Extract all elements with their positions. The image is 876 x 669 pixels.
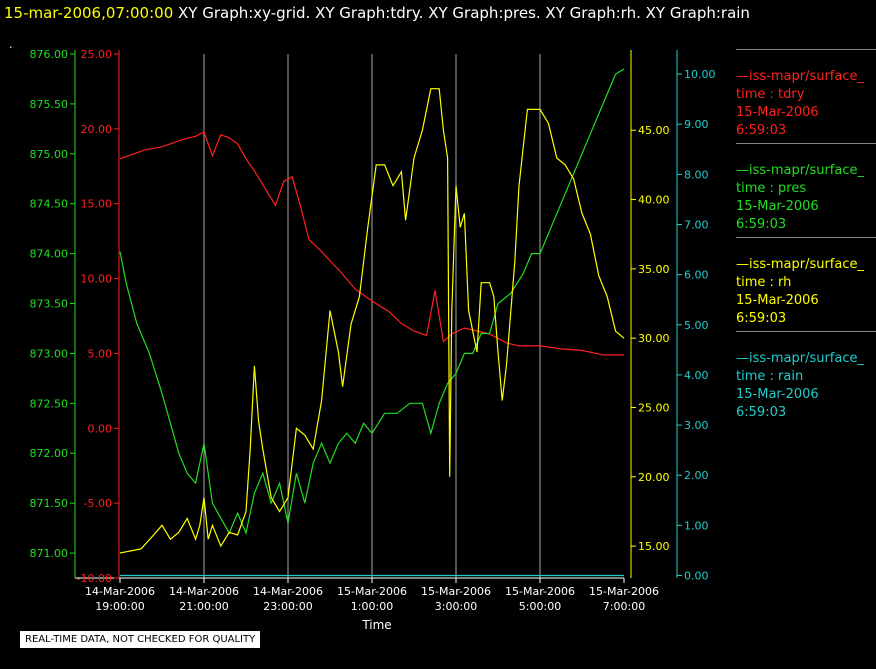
legend: —iss-mapr/surface_ time : tdry 15-Mar-2006… [736, 48, 876, 424]
legend-text: —iss-mapr/surface_ [736, 69, 865, 84]
legend-separator [736, 49, 876, 68]
x-tick-date: 15-Mar-2006 [421, 585, 491, 598]
series-pres [119, 68, 625, 536]
pres-tick-label: 875.50 [30, 98, 69, 111]
tdry-tick-label: 0.00 [88, 422, 113, 435]
x-tick-time: 21:00:00 [179, 600, 228, 613]
rh-tick-label: 45.00 [638, 124, 670, 137]
legend-entry: —iss-mapr/surface_time : rain 15-Mar-2006… [736, 330, 876, 422]
x-tick-time: 5:00:00 [519, 600, 561, 613]
rh-tick-label: 30.00 [638, 332, 670, 345]
x-tick-date: 15-Mar-2006 [337, 585, 407, 598]
tdry-tick-label: 5.00 [88, 347, 113, 360]
legend-separator [736, 143, 876, 162]
pres-tick-label: 871.50 [30, 497, 69, 510]
x-axis-label: Time [361, 618, 391, 632]
tdry-tick-label: 20.00 [81, 123, 113, 136]
pres-tick-label: 872.50 [30, 397, 69, 410]
x-axis-ticks: 14-Mar-2006 19:00:00 14-Mar-2006 21:00:00 14… [85, 578, 659, 613]
x-tick-time: 1:00:00 [351, 600, 393, 613]
legend-separator [736, 237, 876, 256]
legend-text: 6:59:03 [736, 405, 787, 420]
pres-tick-label: 876.00 [30, 48, 69, 61]
rain-tick-label: 9.00 [684, 118, 709, 131]
legend-entry: —iss-mapr/surface_time : tdry 15-Mar-2006… [736, 48, 876, 140]
x-tick-time: 19:00:00 [95, 600, 144, 613]
x-tick-date: 14-Mar-2006 [169, 585, 239, 598]
x-tick-time: 7:00:00 [603, 600, 645, 613]
rain-tick-label: 10.00 [684, 68, 716, 81]
legend-text: 15-Mar-2006 [736, 293, 819, 308]
series-rh [119, 88, 625, 554]
legend-text: time : rain [736, 369, 804, 384]
legend-text: 6:59:03 [736, 123, 787, 138]
legend-entry: —iss-mapr/surface_time : pres 15-Mar-2006… [736, 142, 876, 234]
rh-tick-label: 25.00 [638, 401, 670, 414]
rh-tick-label: 40.00 [638, 194, 670, 207]
legend-text: 15-Mar-2006 [736, 105, 819, 120]
tdry-tick-label: 25.00 [81, 48, 113, 61]
legend-text: 6:59:03 [736, 311, 787, 326]
rain-tick-label: 0.00 [684, 569, 709, 582]
legend-text: —iss-mapr/surface_ [736, 351, 865, 366]
legend-text: —iss-mapr/surface_ [736, 163, 865, 178]
legend-text: 15-Mar-2006 [736, 199, 819, 214]
pres-tick-label: 874.00 [30, 248, 69, 261]
rain-tick-label: 3.00 [684, 419, 709, 432]
tdry-tick-label: 10.00 [81, 273, 113, 286]
pres-tick-label: 873.00 [30, 347, 69, 360]
legend-separator [736, 331, 876, 350]
x-tick-time: 23:00:00 [263, 600, 312, 613]
x-tick-date: 14-Mar-2006 [85, 585, 155, 598]
x-tick-date: 15-Mar-2006 [589, 585, 659, 598]
rain-tick-label: 1.00 [684, 519, 709, 532]
legend-text: 6:59:03 [736, 217, 787, 232]
series-tdry [119, 131, 624, 356]
quality-notice: REAL-TIME DATA, NOT CHECKED FOR QUALITY [20, 631, 261, 648]
series-lines [119, 68, 625, 577]
rh-tick-label: 20.00 [638, 471, 670, 484]
legend-entry: —iss-mapr/surface_time : rh 15-Mar-2006 6:… [736, 236, 876, 328]
corner-dot: . [9, 38, 13, 51]
pres-tick-label: 873.50 [30, 298, 69, 311]
pres-tick-label: 872.00 [30, 447, 69, 460]
rain-tick-label: 6.00 [684, 269, 709, 282]
tdry-tick-label: -5.00 [84, 497, 112, 510]
tdry-tick-label: 15.00 [81, 198, 113, 211]
x-tick-date: 14-Mar-2006 [253, 585, 323, 598]
rain-tick-label: 5.00 [684, 319, 709, 332]
rh-tick-label: 35.00 [638, 263, 670, 276]
tdry-tick-label: -10.00 [77, 572, 112, 585]
header-graph-list: XY Graph:xy-grid. XY Graph:tdry. XY Grap… [173, 4, 750, 22]
rain-tick-label: 8.00 [684, 168, 709, 181]
x-tick-time: 3:00:00 [435, 600, 477, 613]
legend-text: time : rh [736, 275, 792, 290]
rain-tick-label: 4.00 [684, 369, 709, 382]
legend-text: 15-Mar-2006 [736, 387, 819, 402]
grid-lines [203, 54, 541, 578]
axes: 871.00 871.50 872.00 872.50 873.00 873.50 874.… [30, 48, 716, 585]
legend-text: —iss-mapr/surface_ [736, 257, 865, 272]
rain-tick-label: 2.00 [684, 469, 709, 482]
legend-text: time : tdry [736, 87, 805, 102]
window-header: 15-mar-2006,07:00:00 XY Graph:xy-grid. X… [4, 4, 750, 22]
rain-tick-label: 7.00 [684, 218, 709, 231]
x-tick-date: 15-Mar-2006 [505, 585, 575, 598]
header-time: 15-mar-2006,07:00:00 [4, 4, 174, 22]
pres-tick-label: 871.00 [30, 547, 69, 560]
rh-tick-label: 15.00 [638, 540, 670, 553]
pres-tick-label: 875.00 [30, 148, 69, 161]
pres-tick-label: 874.50 [30, 198, 69, 211]
legend-text: time : pres [736, 181, 807, 196]
